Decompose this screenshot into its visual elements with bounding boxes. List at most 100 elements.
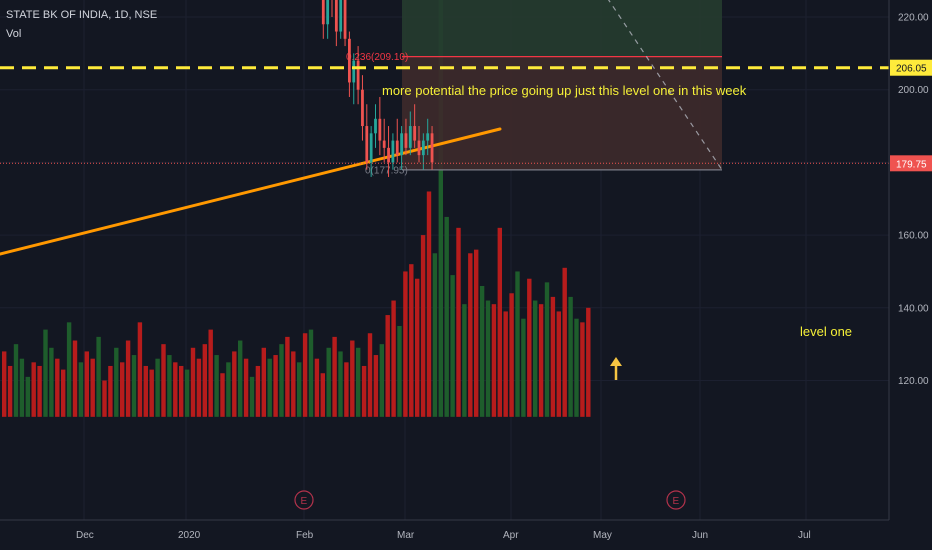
candle-body bbox=[382, 140, 386, 148]
candle-body bbox=[343, 0, 347, 39]
volume-bar bbox=[131, 355, 137, 417]
volume-bar bbox=[320, 373, 325, 417]
current-price-badge bbox=[890, 155, 932, 172]
volume-bar bbox=[167, 355, 172, 417]
candle-body bbox=[408, 126, 412, 148]
volume-bar bbox=[37, 365, 42, 417]
volume-bar bbox=[179, 365, 184, 417]
volume-bar bbox=[120, 362, 125, 417]
volume-bar bbox=[338, 351, 343, 417]
volume-bar bbox=[291, 351, 296, 417]
volume-bar bbox=[403, 271, 408, 417]
candle-body bbox=[361, 89, 364, 127]
volume-bar bbox=[25, 376, 30, 417]
symbol-title: STATE BK OF INDIA, 1D, NSE bbox=[6, 9, 158, 21]
candle-body bbox=[387, 147, 390, 163]
fibonacci-retracement: 1.618(391.40)1(309.90)0.786(281.65)0.618… bbox=[346, 0, 723, 176]
volume-bar bbox=[438, 0, 443, 417]
volume-bar bbox=[173, 362, 178, 417]
candle-body bbox=[321, 0, 325, 25]
fib-trend-dashed-line bbox=[607, 0, 723, 171]
price-tick-label: 160.00 bbox=[898, 231, 929, 242]
volume-bar bbox=[356, 347, 361, 417]
earnings-event-marker bbox=[294, 490, 314, 510]
volume-bar bbox=[420, 235, 426, 417]
volume-bar bbox=[544, 282, 550, 417]
volume-bar bbox=[96, 336, 101, 417]
volume-bar bbox=[13, 344, 19, 417]
chart-annotation: more potential the price going up just t… bbox=[382, 83, 747, 98]
candle-body bbox=[391, 140, 395, 163]
volume-bar bbox=[61, 369, 66, 417]
volume-bar bbox=[78, 362, 84, 417]
time-tick-label: Mar bbox=[397, 530, 415, 541]
volume-bar bbox=[385, 315, 390, 417]
candle-body bbox=[404, 133, 408, 148]
volume-bar bbox=[238, 340, 243, 417]
volume-bar bbox=[184, 369, 190, 417]
volume-bar bbox=[267, 358, 272, 417]
time-tick-label: Dec bbox=[76, 530, 94, 541]
level-price-badge-text: 206.05 bbox=[896, 64, 927, 75]
volume-bar bbox=[462, 304, 467, 417]
fib-level-label: 0.236(209.10) bbox=[346, 52, 408, 63]
volume-bar bbox=[314, 358, 320, 417]
price-tick-label: 220.00 bbox=[898, 13, 929, 24]
candle-body bbox=[326, 0, 330, 25]
volume-bar bbox=[397, 325, 402, 417]
candle-body bbox=[421, 140, 425, 156]
candle-body bbox=[426, 133, 430, 141]
volume-bar bbox=[479, 285, 485, 417]
price-tick-label: 120.00 bbox=[898, 376, 929, 387]
candle-body bbox=[365, 126, 369, 163]
up-arrow-head bbox=[610, 357, 622, 366]
volume-bar bbox=[255, 365, 261, 417]
volume-bar bbox=[332, 336, 337, 417]
up-arrow-icon bbox=[610, 357, 622, 380]
volume-bar bbox=[533, 300, 538, 417]
price-tick-label: 200.00 bbox=[898, 85, 929, 96]
candle-body bbox=[413, 126, 417, 141]
candle-body bbox=[374, 118, 377, 134]
volume-bar bbox=[497, 227, 502, 417]
volume-bar bbox=[379, 344, 384, 417]
candle-body bbox=[352, 60, 356, 83]
volume-bar bbox=[426, 191, 432, 417]
volume-bar bbox=[108, 365, 113, 417]
time-tick-label: May bbox=[593, 530, 612, 541]
level-one-label: level one bbox=[800, 324, 853, 339]
volume-bar bbox=[49, 347, 54, 417]
candle-body bbox=[348, 38, 351, 83]
volume-indicator-label: Vol bbox=[6, 28, 22, 40]
time-tick-label: 2020 bbox=[178, 530, 201, 541]
volume-bar bbox=[202, 344, 207, 417]
volume-bar bbox=[72, 340, 78, 417]
volume-bar bbox=[509, 293, 514, 417]
event-letter: E bbox=[673, 496, 680, 507]
candle-body bbox=[356, 60, 360, 90]
volume-bar bbox=[273, 355, 278, 417]
volume-bar bbox=[149, 369, 154, 417]
volume-bar bbox=[66, 322, 72, 417]
volume-bar bbox=[432, 253, 438, 417]
volume-bar bbox=[456, 227, 461, 417]
volume-bar bbox=[538, 304, 544, 417]
candle-body bbox=[369, 133, 373, 163]
candle-body bbox=[430, 133, 434, 163]
volume-bar bbox=[102, 380, 107, 417]
candle-body bbox=[378, 118, 382, 141]
volume-bar bbox=[43, 329, 48, 417]
volume-bar bbox=[31, 362, 36, 417]
volume-bar bbox=[562, 267, 567, 417]
volume-bar bbox=[521, 318, 526, 417]
volume-bar bbox=[7, 365, 13, 417]
volume-bar bbox=[527, 278, 532, 417]
volume-bar bbox=[243, 358, 249, 417]
volume-bar bbox=[161, 344, 166, 417]
volume-bar bbox=[226, 362, 231, 417]
volume-bar bbox=[114, 347, 119, 417]
volume-bar bbox=[190, 347, 196, 417]
candle-body bbox=[395, 140, 399, 156]
